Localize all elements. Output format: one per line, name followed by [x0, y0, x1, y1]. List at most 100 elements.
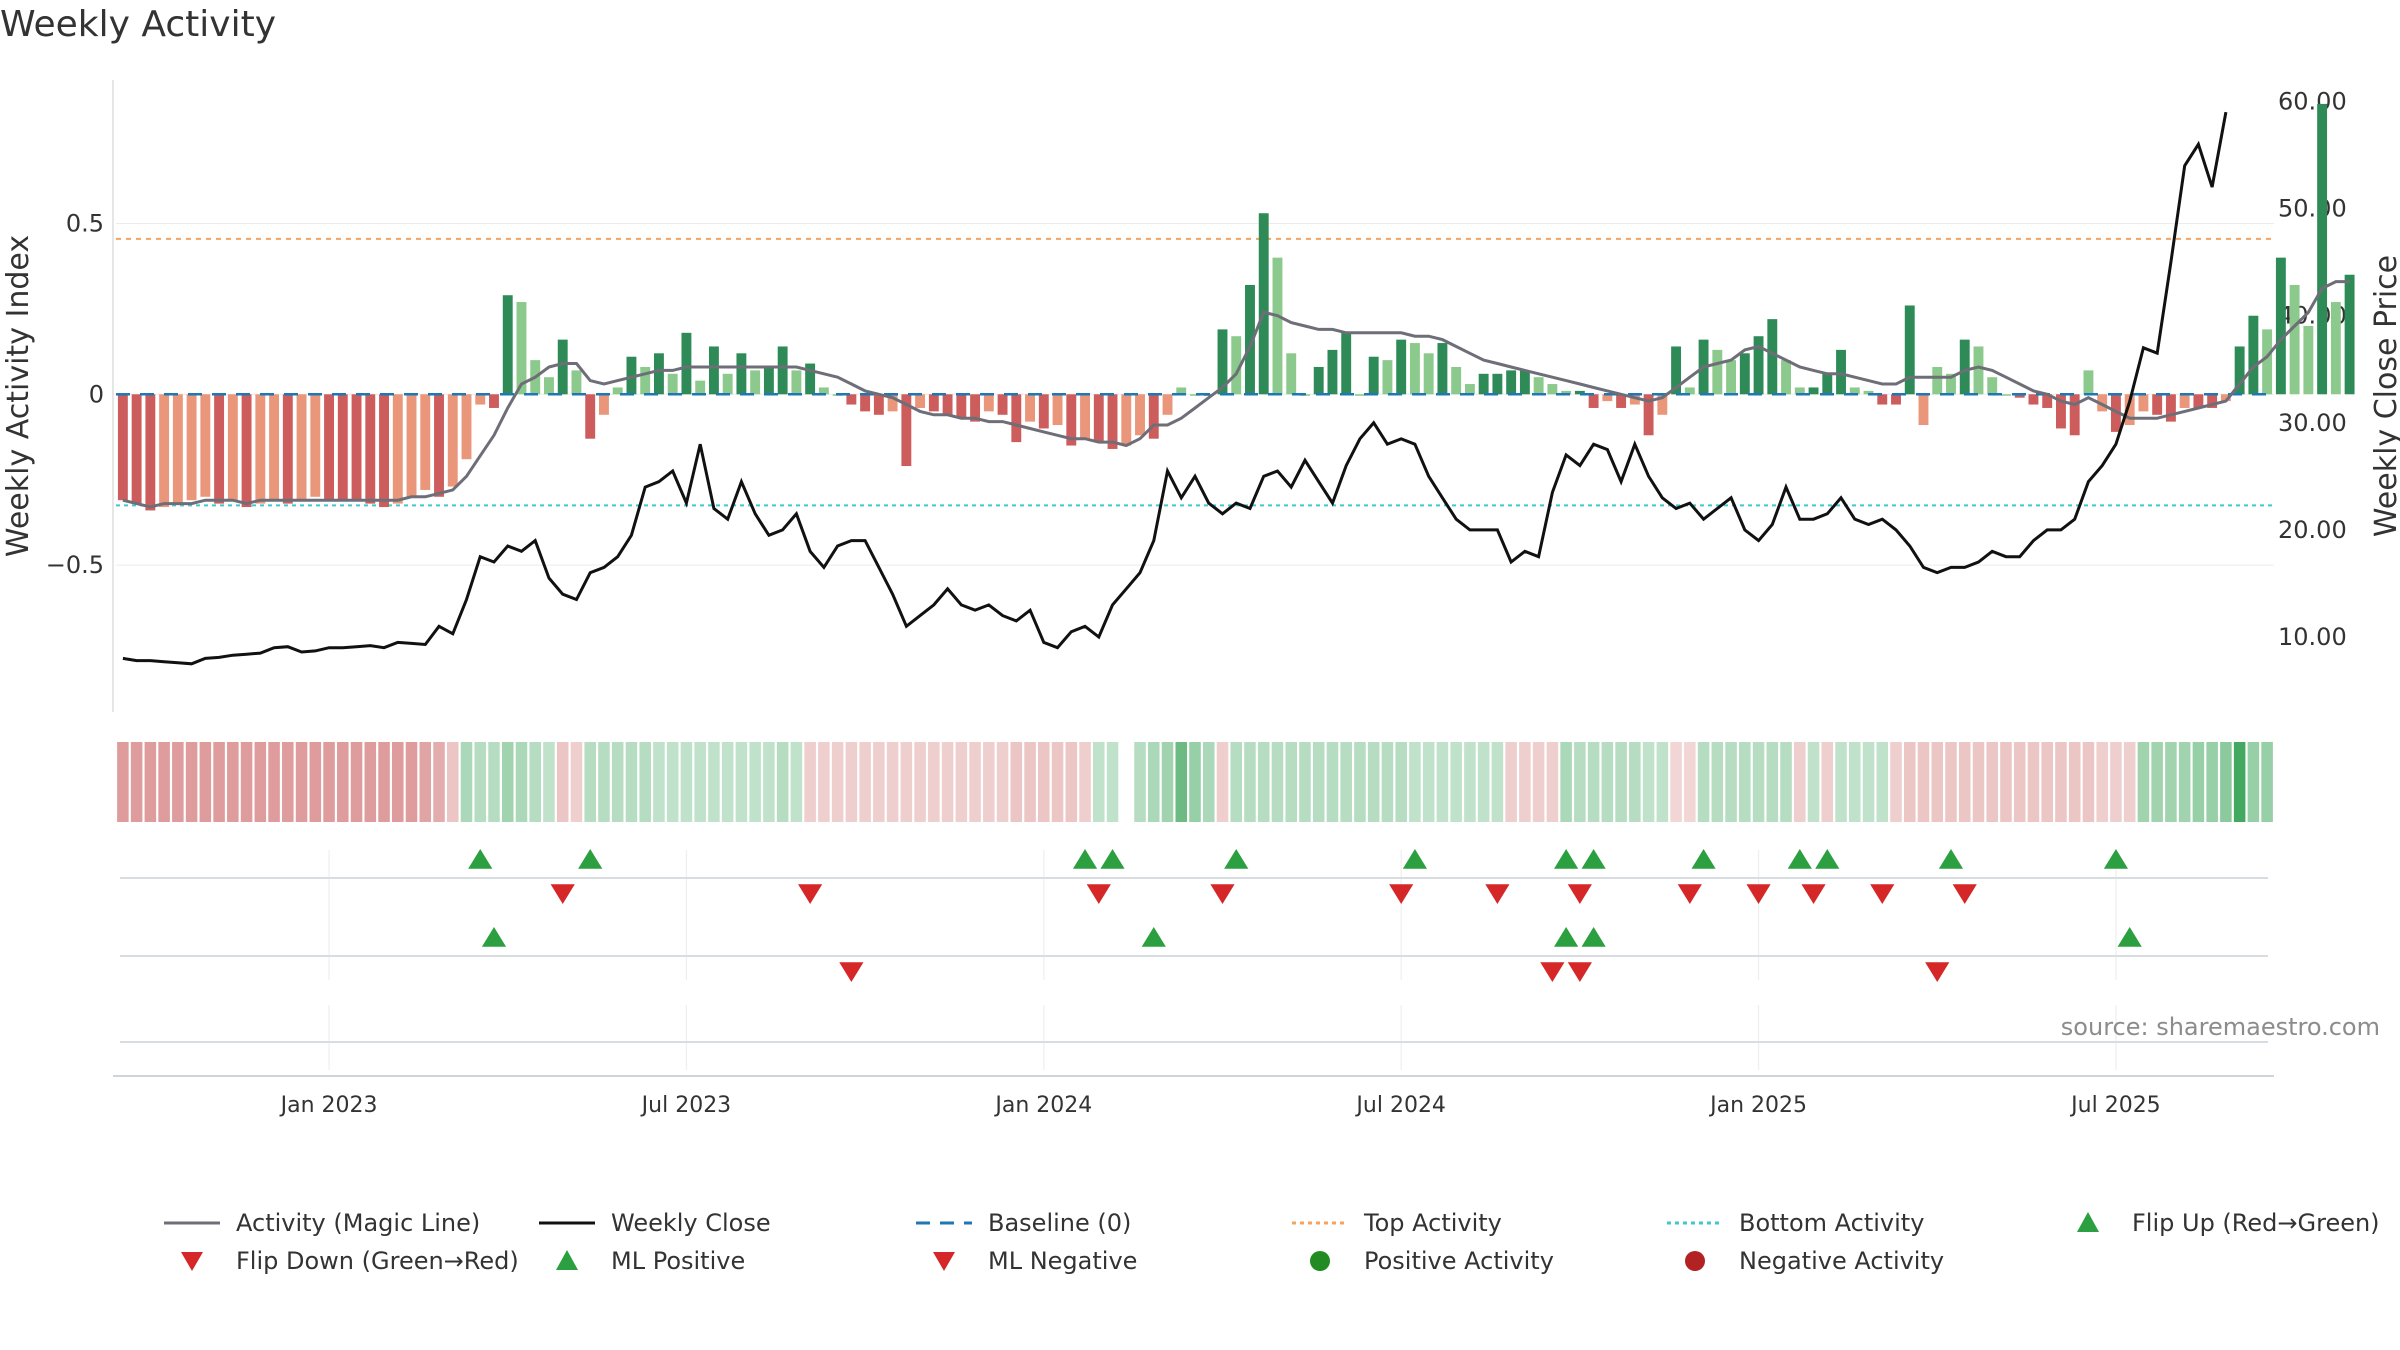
activity-bar-positive [777, 346, 788, 395]
sentiment-strip-cell [763, 742, 775, 822]
activity-bar-positive [2289, 284, 2300, 395]
sentiment-strip-cell [158, 742, 170, 822]
activity-bar-negative [1148, 394, 1159, 439]
activity-bar-negative [1025, 394, 1036, 422]
activity-bar-negative [1657, 394, 1668, 415]
activity-bar-negative [1629, 394, 1640, 405]
legend-line-icon [539, 1221, 595, 1225]
sentiment-strip-cell [1271, 742, 1284, 822]
sentiment-strip-cell [1711, 742, 1724, 822]
legend-item: Top Activity [1288, 1205, 1502, 1241]
sentiment-strip-cell [1560, 742, 1572, 822]
sentiment-strip-cell [1367, 742, 1380, 822]
activity-bar-negative [420, 394, 431, 490]
sentiment-strip-cell [501, 742, 514, 822]
sentiment-strip-cell [130, 742, 143, 822]
sentiment-strip-cell [611, 742, 624, 822]
activity-bar-positive [1423, 353, 1434, 395]
sentiment-strip-cell [543, 742, 555, 822]
x-tick-label: Jan 2024 [993, 1093, 1092, 1118]
activity-bar-positive [1822, 373, 1833, 395]
sentiment-strip-cell [598, 742, 610, 822]
sentiment-strip-cell [914, 742, 926, 822]
legend-label: ML Negative [988, 1247, 1138, 1275]
activity-bar-positive [1354, 394, 1365, 396]
sentiment-strip-cell [117, 742, 129, 822]
sentiment-strip-cell [845, 742, 858, 822]
activity-bar-positive [571, 370, 582, 395]
legend-item: Activity (Magic Line) [160, 1205, 480, 1241]
left-tick-label: −0.5 [46, 551, 104, 579]
legend-label: Bottom Activity [1739, 1209, 1925, 1237]
sentiment-strip-cell [1958, 742, 1971, 822]
sentiment-strip-cell [1093, 742, 1105, 822]
activity-bar-positive [1286, 353, 1297, 395]
activity-bar-positive [640, 366, 651, 395]
flip-down-marker [1870, 884, 1895, 904]
sentiment-strip-cell [1917, 742, 1930, 822]
ml-negative-marker [1567, 962, 1592, 982]
activity-bar-negative [365, 394, 376, 504]
activity-bar-positive [750, 370, 761, 395]
activity-bar-positive [763, 366, 774, 395]
sentiment-strip-cell [749, 742, 761, 822]
sentiment-strip-cell [2151, 742, 2163, 822]
sentiment-strip-cell [584, 742, 596, 822]
activity-bar-positive [1726, 360, 1737, 395]
sentiment-strip-cell [268, 742, 280, 822]
sentiment-strip-cell [1436, 742, 1449, 822]
activity-bar-positive [1437, 343, 1448, 395]
legend-label: Flip Up (Red→Green) [2132, 1209, 2380, 1237]
sentiment-strip-cell [1477, 742, 1490, 822]
sentiment-strip-cell [240, 742, 253, 822]
weekly-close-series [122, 111, 2228, 666]
activity-bar-negative [269, 394, 280, 501]
activity-bar-positive [1190, 394, 1200, 396]
sentiment-strip-cell [1010, 742, 1023, 822]
sentiment-strip-cell [1629, 742, 1641, 822]
activity-bar-positive [2001, 394, 2011, 396]
sentiment-strip-cell [1945, 742, 1957, 822]
activity-bar-negative [1038, 394, 1049, 429]
activity-bar-positive [1863, 390, 1874, 395]
sentiment-strip-cell [378, 742, 390, 822]
ml-positive-marker [1141, 927, 1166, 947]
legend-label: Activity (Magic Line) [236, 1209, 481, 1237]
flip-up-marker [1938, 849, 1964, 869]
sentiment-strip-cell [680, 742, 693, 822]
legend-item: Weekly Close [535, 1205, 771, 1241]
activity-bar-positive [1409, 343, 1420, 395]
sentiment-strip-cell [1642, 742, 1655, 822]
sentiment-strip-cell [804, 742, 816, 822]
activity-bar-negative [1080, 394, 1090, 439]
activity-bar-negative [241, 394, 252, 508]
legend-item: Positive Activity [1288, 1243, 1554, 1279]
activity-bar-negative [392, 394, 403, 504]
sentiment-strip-cell [2261, 742, 2273, 822]
activity-bar-positive [1382, 360, 1393, 395]
sentiment-strip-cell [350, 742, 363, 822]
right-axis-title: Weekly Close Price [2369, 255, 2400, 537]
activity-bar-positive [1671, 346, 1682, 395]
sentiment-strip-cell [873, 742, 885, 822]
sentiment-strip-cell [2096, 742, 2108, 822]
activity-bar-negative [1066, 394, 1077, 446]
sentiment-strip-cell [941, 742, 954, 822]
activity-bar-negative [915, 394, 926, 408]
legend-label: Baseline (0) [988, 1209, 1132, 1237]
sentiment-strip-cell [227, 742, 239, 822]
legend-item: ML Positive [535, 1243, 745, 1279]
ml-negative-marker [1540, 962, 1565, 982]
activity-bar-positive [736, 353, 747, 395]
sentiment-strip-cell [1381, 742, 1394, 822]
sentiment-strip-cell [1299, 742, 1311, 822]
activity-bar-positive [2344, 274, 2355, 395]
sentiment-strip-cell [1903, 742, 1916, 822]
sentiment-strip-cell [213, 742, 225, 822]
activity-bar-positive [1451, 366, 1462, 395]
sentiment-strip-cell [1807, 742, 1820, 822]
sentiment-strip-cell [1134, 742, 1146, 822]
legend-tri-up-icon [2077, 1212, 2099, 1232]
sentiment-strip-cell [1422, 742, 1435, 822]
sentiment-strip-cell [2027, 742, 2040, 822]
